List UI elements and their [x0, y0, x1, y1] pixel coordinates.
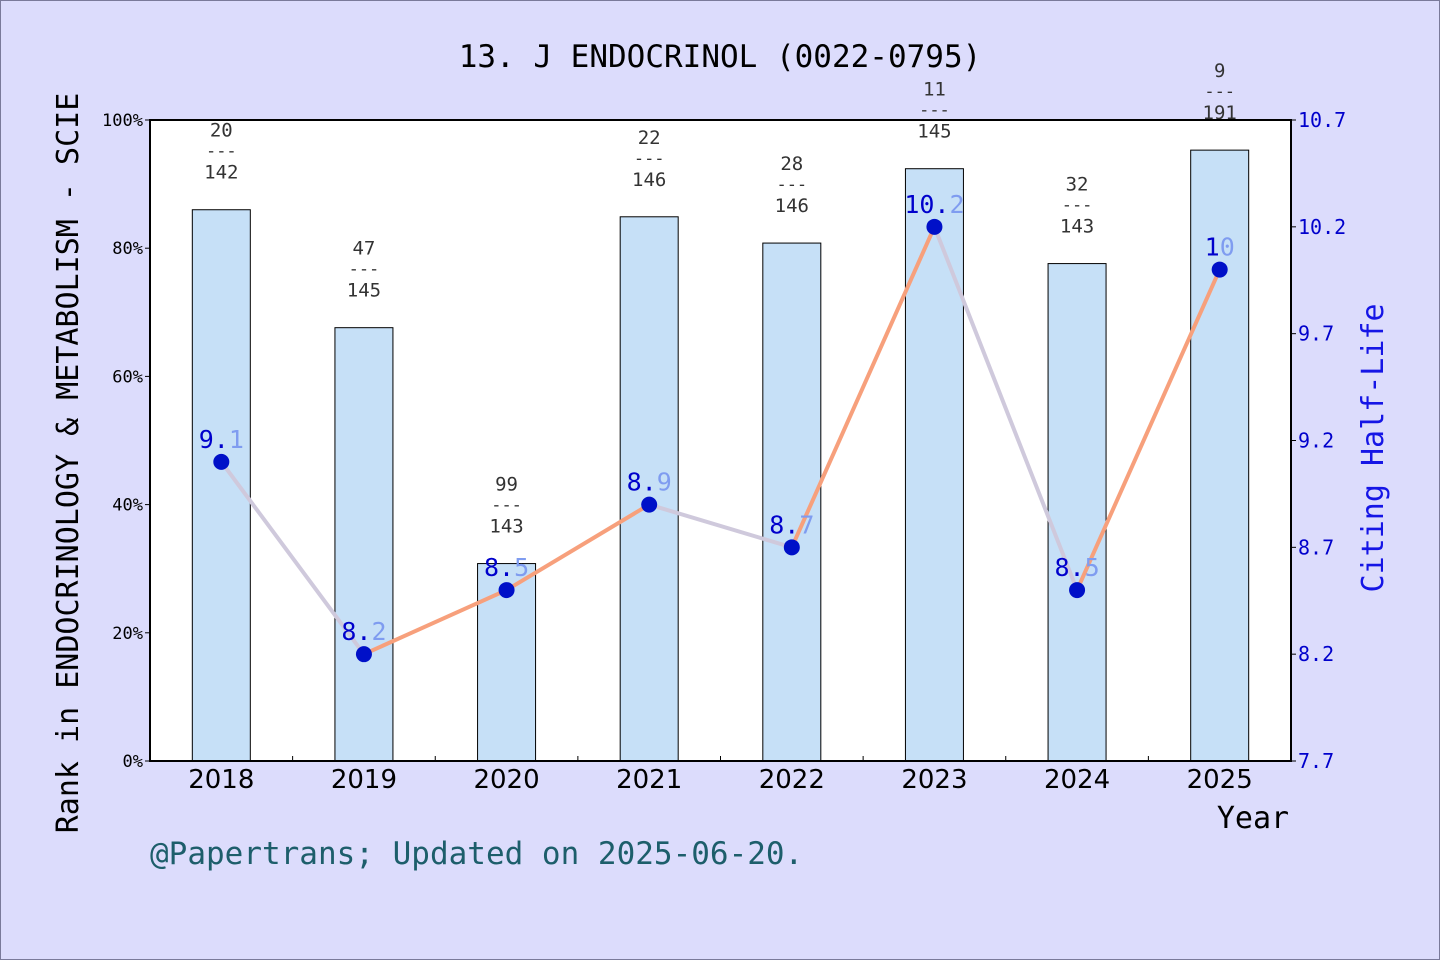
- bar-total-label: 143: [489, 516, 523, 538]
- bar-total-label: 145: [347, 280, 381, 302]
- point-value-label: 8.7: [769, 510, 814, 539]
- bar-2023: [904, 168, 964, 762]
- bar-2024: [1047, 263, 1107, 762]
- bar-rank-label: 22: [638, 127, 661, 149]
- point-2023: [926, 218, 943, 235]
- y2-tick-label: 9.2: [1298, 429, 1334, 453]
- bar-total-label: 143: [1060, 216, 1094, 238]
- bar-2021: [619, 216, 679, 762]
- x-axis-label: Year: [1217, 801, 1289, 836]
- x-tick-label: 2025: [1187, 765, 1253, 795]
- point-value-label: 8.9: [627, 468, 672, 497]
- bar-2018: [191, 209, 251, 762]
- x-tick-label: 2019: [331, 765, 397, 795]
- bar-rank-separator: ---: [776, 175, 807, 195]
- plot-area: [150, 120, 1291, 761]
- line-segment: [1075, 267, 1222, 593]
- x-tick-label: 2024: [1044, 765, 1110, 795]
- line-segment: [361, 588, 509, 657]
- y2-tick-label: 10.2: [1298, 215, 1346, 239]
- y-tick-label: 40%: [112, 496, 143, 516]
- y2-tick-label: 8.7: [1298, 535, 1334, 559]
- point-value-label: 10.2: [904, 190, 964, 219]
- bar-rank-separator: ---: [919, 101, 950, 121]
- y2-tick-label: 8.2: [1298, 642, 1334, 666]
- line-segment: [504, 502, 652, 593]
- bar-rank-label: 9: [1214, 60, 1225, 82]
- chart-title: 13. J ENDOCRINOL (0022-0795): [459, 39, 982, 75]
- y-tick-label: 60%: [112, 367, 143, 387]
- bar-rank-label: 20: [210, 120, 233, 142]
- point-2021: [641, 496, 658, 513]
- bar-2025: [1190, 149, 1250, 762]
- bar-rank-label: 11: [923, 79, 946, 101]
- point-2022: [783, 539, 800, 556]
- bar-rank-separator: ---: [349, 260, 380, 280]
- y-tick-label: 20%: [112, 624, 143, 644]
- y2-tick-label: 7.7: [1298, 749, 1334, 773]
- point-value-label: 8.5: [1054, 553, 1099, 582]
- bar-rank-separator: ---: [1062, 196, 1093, 216]
- bar-total-label: 191: [1203, 102, 1237, 124]
- bar-rank-label: 47: [352, 238, 375, 260]
- footer-credit: @Papertrans; Updated on 2025-06-20.: [150, 836, 804, 872]
- line-segment: [647, 502, 794, 550]
- bar-rank-label: 28: [780, 153, 803, 175]
- bar-total-label: 146: [775, 195, 809, 217]
- bar-total-label: 146: [632, 169, 666, 191]
- line-segment: [219, 459, 366, 657]
- bar-rank-separator: ---: [491, 496, 522, 516]
- y2-tick-label: 9.7: [1298, 322, 1334, 346]
- y2-tick-label: 10.7: [1298, 108, 1346, 132]
- point-value-label: 8.2: [341, 617, 386, 646]
- y-axis-label: Rank in ENDOCRINOLOGY & METABOLISM - SCI…: [51, 93, 86, 834]
- point-value-label: 9.1: [199, 425, 244, 454]
- bar-rank-label: 32: [1066, 174, 1089, 196]
- bar-2019: [334, 327, 394, 762]
- x-tick-label: 2021: [616, 765, 682, 795]
- x-tick-label: 2022: [759, 765, 825, 795]
- point-2019: [355, 646, 372, 663]
- bar-rank-separator: ---: [206, 142, 237, 162]
- y-tick-label: 0%: [123, 752, 143, 772]
- bar-total-label: 142: [204, 162, 238, 184]
- y-tick-label: 100%: [102, 111, 143, 131]
- point-2024: [1069, 582, 1086, 599]
- point-2018: [213, 453, 230, 470]
- line-segment: [932, 224, 1080, 593]
- y-tick-label: 80%: [112, 239, 143, 259]
- point-value-label: 8.5: [484, 553, 529, 582]
- line-segment: [789, 224, 937, 550]
- point-2025: [1211, 261, 1228, 278]
- point-value-label: 10: [1205, 233, 1235, 262]
- bar-total-label: 145: [917, 121, 951, 143]
- bar-rank-separator: ---: [634, 149, 665, 169]
- x-tick-label: 2023: [901, 765, 967, 795]
- bar-rank-separator: ---: [1204, 82, 1235, 102]
- x-tick-label: 2020: [473, 765, 539, 795]
- point-2020: [498, 582, 515, 599]
- x-tick-label: 2018: [188, 765, 254, 795]
- y2-axis-label: Citing Half-Life: [1356, 304, 1391, 593]
- bar-rank-label: 99: [495, 474, 518, 496]
